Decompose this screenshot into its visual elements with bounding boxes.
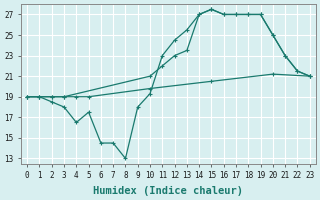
X-axis label: Humidex (Indice chaleur): Humidex (Indice chaleur) xyxy=(93,186,244,196)
